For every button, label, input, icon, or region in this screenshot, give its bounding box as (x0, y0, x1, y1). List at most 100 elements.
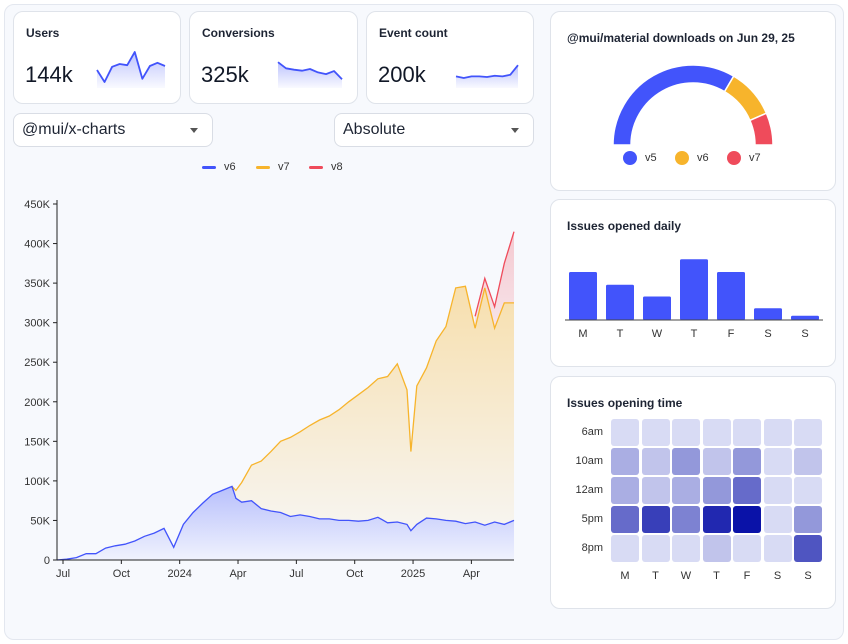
legend-swatch (309, 165, 323, 169)
heatmap-cell (794, 419, 822, 446)
legend-swatch (202, 165, 216, 169)
heatmap-cell (611, 506, 639, 533)
legend-label: v7 (278, 161, 290, 173)
heatmap-cell (611, 448, 639, 475)
bar-label: T (617, 328, 624, 340)
bar-label: T (691, 328, 698, 340)
heatmap-cell (733, 535, 761, 562)
heatmap-cell (733, 448, 761, 475)
y-tick-label: 0 (44, 555, 50, 567)
legend-item-v8[interactable]: v8 (309, 161, 343, 173)
heatmap-col-label: T (652, 570, 659, 582)
y-tick-label: 150K (24, 436, 50, 448)
stat-card-event-count[interactable]: Event count 200k (366, 11, 534, 104)
heatmap-cell (733, 419, 761, 446)
bars-title: Issues opened daily (567, 219, 682, 233)
stat-title: Event count (379, 26, 448, 40)
heatmap-cell (641, 448, 670, 475)
bar-label: S (764, 328, 771, 340)
bar-5 (754, 308, 782, 320)
sparkline-line (455, 64, 519, 79)
heatmap-cell (763, 448, 792, 475)
heatmap-cell (672, 535, 700, 562)
legend-item-v6[interactable]: v6 (202, 161, 236, 173)
issues-time-heatmap: 6am 10am 12am 5pm 8pm M T W T F S S (551, 419, 837, 599)
bar-label: S (801, 328, 808, 340)
heatmap-cell (641, 477, 670, 504)
stat-value: 325k (201, 62, 249, 87)
stat-title: Conversions (202, 26, 275, 40)
heatmap-col-label: T (713, 570, 720, 582)
heatmap-cell (702, 506, 731, 533)
series-v8-line (474, 231, 515, 317)
gauge-segment-v5 (612, 64, 735, 146)
y-tick-label: 200K (24, 397, 50, 409)
heatmap-cell (672, 506, 700, 533)
heatmap-cell (763, 477, 792, 504)
heatmap-cell (702, 477, 731, 504)
stat-card-users[interactable]: Users 144k (13, 11, 181, 104)
heatmap-cell (611, 535, 639, 562)
heatmap-cell (763, 506, 792, 533)
bar-1 (606, 284, 634, 320)
gauge-legend-v7[interactable]: v7 (727, 151, 761, 165)
heatmap-row-label: 8pm (581, 542, 603, 554)
bar-2 (643, 296, 671, 320)
mode-select-value: Absolute (343, 121, 406, 138)
heatmap-cell (672, 448, 700, 475)
heatmap-cell (702, 448, 731, 475)
downloads-gauge-chart (612, 64, 774, 146)
series-v6-line (56, 485, 515, 561)
heatmap-cell (702, 535, 731, 562)
heatmap-row-label: 10am (575, 455, 603, 467)
x-tick-label: Jul (56, 568, 70, 580)
heatmap-row-label: 6am (581, 426, 603, 438)
sparkline-chart (455, 64, 519, 88)
y-tick-label: 300K (24, 318, 50, 330)
heatmap-col-label: M (620, 570, 630, 582)
heatmap-cell (641, 535, 670, 562)
downloads-area-chart[interactable]: 0 50K 100K 150K 200K 250K 300K 350K 400K 450K Jul O… (0, 190, 530, 585)
gauge-legend-v6[interactable]: v6 (675, 151, 709, 165)
stat-card-conversions[interactable]: Conversions 325k (189, 11, 358, 104)
bar-3 (680, 259, 708, 320)
legend-dot (675, 151, 689, 165)
heatmap-row-label: 12am (575, 484, 603, 496)
heatmap-cell (794, 448, 822, 475)
heatmap-cell (794, 535, 822, 562)
mode-select[interactable]: Absolute (334, 113, 534, 147)
heatmap-cell (672, 419, 700, 446)
sparkline-line (277, 61, 343, 80)
y-tick-label: 50K (30, 515, 50, 527)
heatmap-cell (763, 419, 792, 446)
package-select[interactable]: @mui/x-charts (13, 113, 213, 147)
legend-dot (727, 151, 741, 165)
heatmap-cell (611, 419, 639, 446)
stat-title: Users (26, 26, 60, 40)
legend-swatch (256, 165, 270, 169)
sparkline-area (97, 52, 165, 88)
gauge-title: @mui/material downloads on Jun 29, 25 (567, 31, 795, 45)
bar-6 (791, 315, 819, 320)
heatmap-row-label: 5pm (581, 513, 603, 525)
heatmap-col-label: W (680, 570, 692, 582)
bar-label: M (578, 328, 587, 340)
legend-item-v7[interactable]: v7 (256, 161, 290, 173)
legend-label: v6 (697, 152, 709, 164)
heatmap-cell (672, 477, 700, 504)
heatmap-cell (641, 419, 670, 446)
y-tick-label: 350K (24, 278, 50, 290)
x-tick-label: Jul (289, 568, 303, 580)
series-v7-area (232, 286, 514, 531)
legend-label: v6 (224, 161, 236, 173)
package-select-value: @mui/x-charts (22, 121, 126, 138)
heatmap-col-label: F (743, 570, 751, 582)
gauge-legend-v5[interactable]: v5 (623, 151, 657, 165)
gauge-card: @mui/material downloads on Jun 29, 25 v5… (550, 11, 836, 191)
gauge-segment-v6 (723, 75, 768, 122)
series-v8-area (475, 231, 514, 329)
legend-label: v8 (331, 161, 343, 173)
heatmap-col-label: S (804, 570, 812, 582)
stat-value: 144k (25, 62, 73, 87)
